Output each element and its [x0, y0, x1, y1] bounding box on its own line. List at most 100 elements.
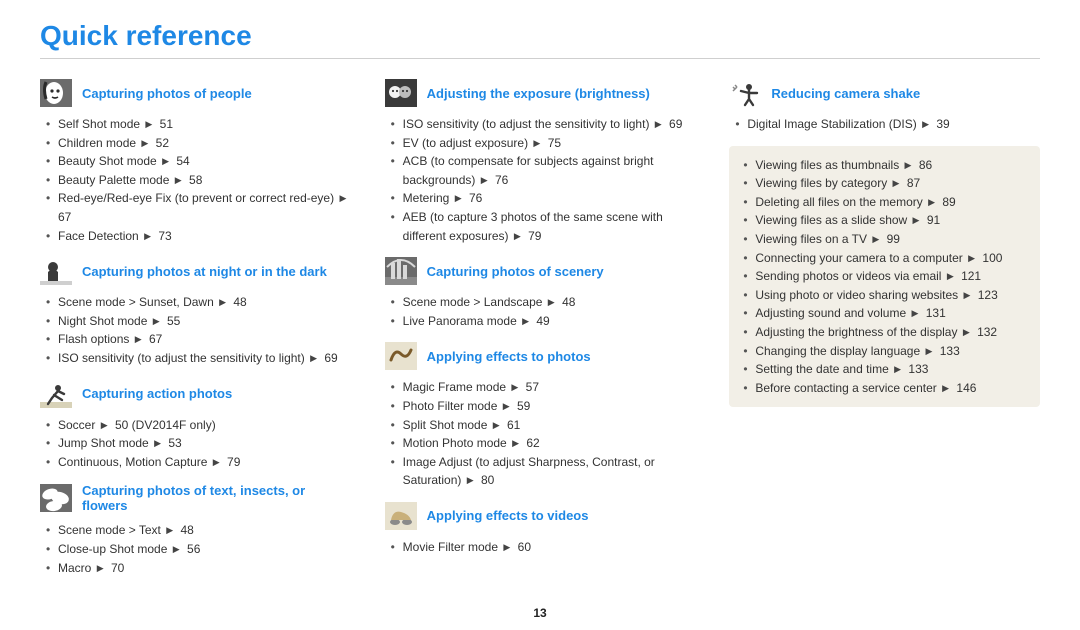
item-list: Scene mode > Text ▶ 48Close-up Shot mode…	[40, 521, 351, 577]
item-label: Soccer	[58, 418, 95, 432]
item-page: 87	[907, 176, 920, 190]
item-page: 91	[927, 213, 940, 227]
item-label: Night Shot mode	[58, 314, 147, 328]
arrow-icon: ▶	[135, 333, 142, 347]
item-list: Magic Frame mode ▶ 57Photo Filter mode ▶…	[385, 378, 696, 490]
list-item: Movie Filter mode ▶ 60	[391, 538, 696, 557]
arrow-icon: ▶	[872, 233, 879, 247]
section: Applying effects to photos Magic Frame mo…	[385, 342, 696, 490]
section: Adjusting the exposure (brightness)ISO s…	[385, 79, 696, 245]
item-list: Scene mode > Landscape ▶ 48Live Panorama…	[385, 293, 696, 330]
list-item: Night Shot mode ▶ 55	[46, 312, 351, 331]
face-icon	[40, 79, 72, 107]
section-title: Capturing photos of text, insects, or fl…	[82, 483, 351, 513]
arrow-icon: ▶	[213, 456, 220, 470]
list-item: Macro ▶ 70	[46, 559, 351, 578]
list-item: Beauty Palette mode ▶ 58	[46, 171, 351, 190]
item-label: Connecting your camera to a computer	[755, 251, 962, 265]
arrow-icon: ▶	[514, 230, 521, 244]
arrow-icon: ▶	[162, 155, 169, 169]
list-item: Deleting all files on the memory ▶ 89	[743, 193, 1028, 212]
item-label: Viewing files on a TV	[755, 232, 867, 246]
arrow-icon: ▶	[154, 437, 161, 451]
reference-box: Viewing files as thumbnails ▶ 86 Viewing …	[729, 146, 1040, 408]
section: Applying effects to videos Movie Filter m…	[385, 502, 696, 557]
item-page: 89	[942, 195, 955, 209]
item-page: 131	[926, 306, 946, 320]
list-item: Image Adjust (to adjust Sharpness, Contr…	[391, 453, 696, 490]
item-page: 146	[956, 381, 976, 395]
item-list: Viewing files as thumbnails ▶ 86 Viewing …	[741, 156, 1028, 398]
item-page: 56	[187, 542, 200, 556]
item-page: 79	[227, 455, 240, 469]
item-page: 121	[961, 269, 981, 283]
list-item: Viewing files as thumbnails ▶ 86	[743, 156, 1028, 175]
item-label: Motion Photo mode	[403, 436, 507, 450]
list-item: Beauty Shot mode ▶ 54	[46, 152, 351, 171]
list-item: Before contacting a service center ▶ 146	[743, 379, 1028, 398]
item-label: ACB (to compensate for subjects against …	[403, 154, 654, 187]
columns: Capturing photos of people Self Shot mode…	[40, 79, 1040, 589]
item-page: 52	[156, 136, 169, 150]
arrow-icon: ▶	[101, 419, 108, 433]
section-header: Capturing action photos	[40, 380, 351, 408]
item-label: Split Shot mode	[403, 418, 488, 432]
list-item: Children mode ▶ 52	[46, 134, 351, 153]
item-label: Jump Shot mode	[58, 436, 149, 450]
arrow-icon: ▶	[928, 196, 935, 210]
list-item: Motion Photo mode ▶ 62	[391, 434, 696, 453]
column-0: Capturing photos of people Self Shot mode…	[40, 79, 351, 589]
list-item: Adjusting the brightness of the display …	[743, 323, 1028, 342]
item-page: 59	[517, 399, 530, 413]
arrow-icon: ▶	[493, 419, 500, 433]
section-title: Capturing photos of people	[82, 86, 252, 101]
list-item: Photo Filter mode ▶ 59	[391, 397, 696, 416]
arrow-icon: ▶	[894, 363, 901, 377]
section-header: Applying effects to photos	[385, 342, 696, 370]
item-list: Digital Image Stabilization (DIS) ▶ 39	[729, 115, 1040, 134]
arrow-icon: ▶	[481, 174, 488, 188]
arrow-icon: ▶	[548, 296, 555, 310]
item-label: Before contacting a service center	[755, 381, 936, 395]
item-page: 51	[160, 117, 173, 131]
item-page: 57	[526, 380, 539, 394]
item-page: 39	[936, 117, 949, 131]
item-label: Viewing files as a slide show	[755, 213, 907, 227]
item-label: Adjusting the brightness of the display	[755, 325, 957, 339]
list-item: Setting the date and time ▶ 133	[743, 360, 1028, 379]
arrow-icon: ▶	[963, 326, 970, 340]
page-title: Quick reference	[40, 20, 1040, 59]
list-item: Changing the display language ▶ 133	[743, 342, 1028, 361]
section-title: Capturing action photos	[82, 386, 232, 401]
item-page: 75	[548, 136, 561, 150]
fx-photo-icon	[385, 342, 417, 370]
section-title: Reducing camera shake	[771, 86, 920, 101]
list-item: Scene mode > Landscape ▶ 48	[391, 293, 696, 312]
section: Capturing photos of text, insects, or fl…	[40, 483, 351, 577]
item-label: Metering	[403, 191, 450, 205]
item-label: Beauty Palette mode	[58, 173, 169, 187]
item-label: Setting the date and time	[755, 362, 888, 376]
item-page: 132	[977, 325, 997, 339]
arrow-icon: ▶	[141, 137, 148, 151]
arrow-icon: ▶	[522, 315, 529, 329]
arrow-icon: ▶	[503, 541, 510, 555]
item-label: Close-up Shot mode	[58, 542, 167, 556]
section-title: Capturing photos of scenery	[427, 264, 604, 279]
list-item: Sending photos or videos via email ▶ 121	[743, 267, 1028, 286]
section-title: Applying effects to videos	[427, 508, 589, 523]
item-label: Continuous, Motion Capture	[58, 455, 207, 469]
arrow-icon: ▶	[911, 307, 918, 321]
list-item: AEB (to capture 3 photos of the same sce…	[391, 208, 696, 245]
item-page: 100	[982, 251, 1002, 265]
list-item: Self Shot mode ▶ 51	[46, 115, 351, 134]
arrow-icon: ▶	[968, 252, 975, 266]
list-item: Magic Frame mode ▶ 57	[391, 378, 696, 397]
item-label: Beauty Shot mode	[58, 154, 157, 168]
list-item: Flash options ▶ 67	[46, 330, 351, 349]
item-list: Soccer ▶ 50 (DV2014F only)Jump Shot mode…	[40, 416, 351, 472]
column-1: Adjusting the exposure (brightness)ISO s…	[385, 79, 696, 589]
item-page: 61	[507, 418, 520, 432]
item-page: 58	[189, 173, 202, 187]
section: Capturing action photos Soccer ▶ 50 (DV20…	[40, 380, 351, 472]
